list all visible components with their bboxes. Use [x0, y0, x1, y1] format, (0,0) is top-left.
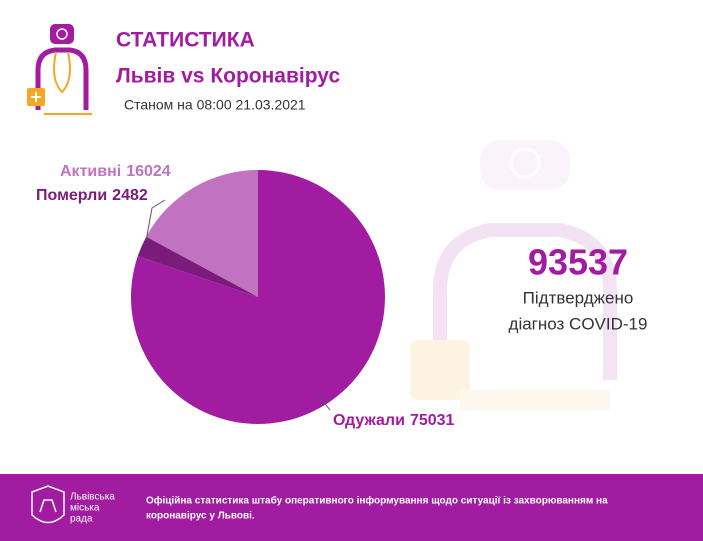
- pie-slice: [146, 170, 258, 297]
- city-logo: [31, 485, 65, 524]
- pie-slice: [137, 236, 258, 297]
- date: Станом на 08:00 21.03.2021: [124, 97, 306, 113]
- subtitle: Львів vs Коронавірус: [116, 65, 340, 88]
- footer-text: коронавірус у Львові.: [146, 511, 255, 522]
- slice-label: Одужали 75031: [333, 412, 455, 429]
- footer-bar: [0, 474, 703, 541]
- slice-value: 75031: [410, 412, 455, 429]
- org-name: рада: [70, 514, 93, 525]
- slice-value: 16024: [126, 163, 171, 180]
- total-label: діагноз COVID-19: [509, 314, 648, 333]
- slice-name: Одужали: [333, 412, 405, 429]
- leader-line: [317, 394, 331, 411]
- slice-name: Померли: [36, 187, 107, 204]
- title: СТАТИСТИКА: [116, 29, 255, 52]
- slice-label: Померли 2482: [36, 187, 148, 204]
- pie-chart: Активні 16024 Померли 2482 Одужали 75031: [36, 163, 455, 429]
- total-label: Підтверджено: [523, 288, 634, 307]
- leader-line: [145, 199, 166, 242]
- slice-label: Активні 16024: [60, 163, 171, 180]
- pie-slice: [131, 170, 385, 425]
- total: 93537: [528, 242, 628, 283]
- slice-name: Активні: [60, 163, 121, 180]
- slice-value: 2482: [112, 187, 148, 204]
- doctor-icon: [27, 24, 92, 115]
- footer-text: Офіційна статистика штабу оперативного і…: [146, 495, 608, 507]
- org-name: міська: [70, 503, 100, 514]
- watermark: [410, 140, 617, 410]
- org-name: Львівська: [70, 492, 115, 503]
